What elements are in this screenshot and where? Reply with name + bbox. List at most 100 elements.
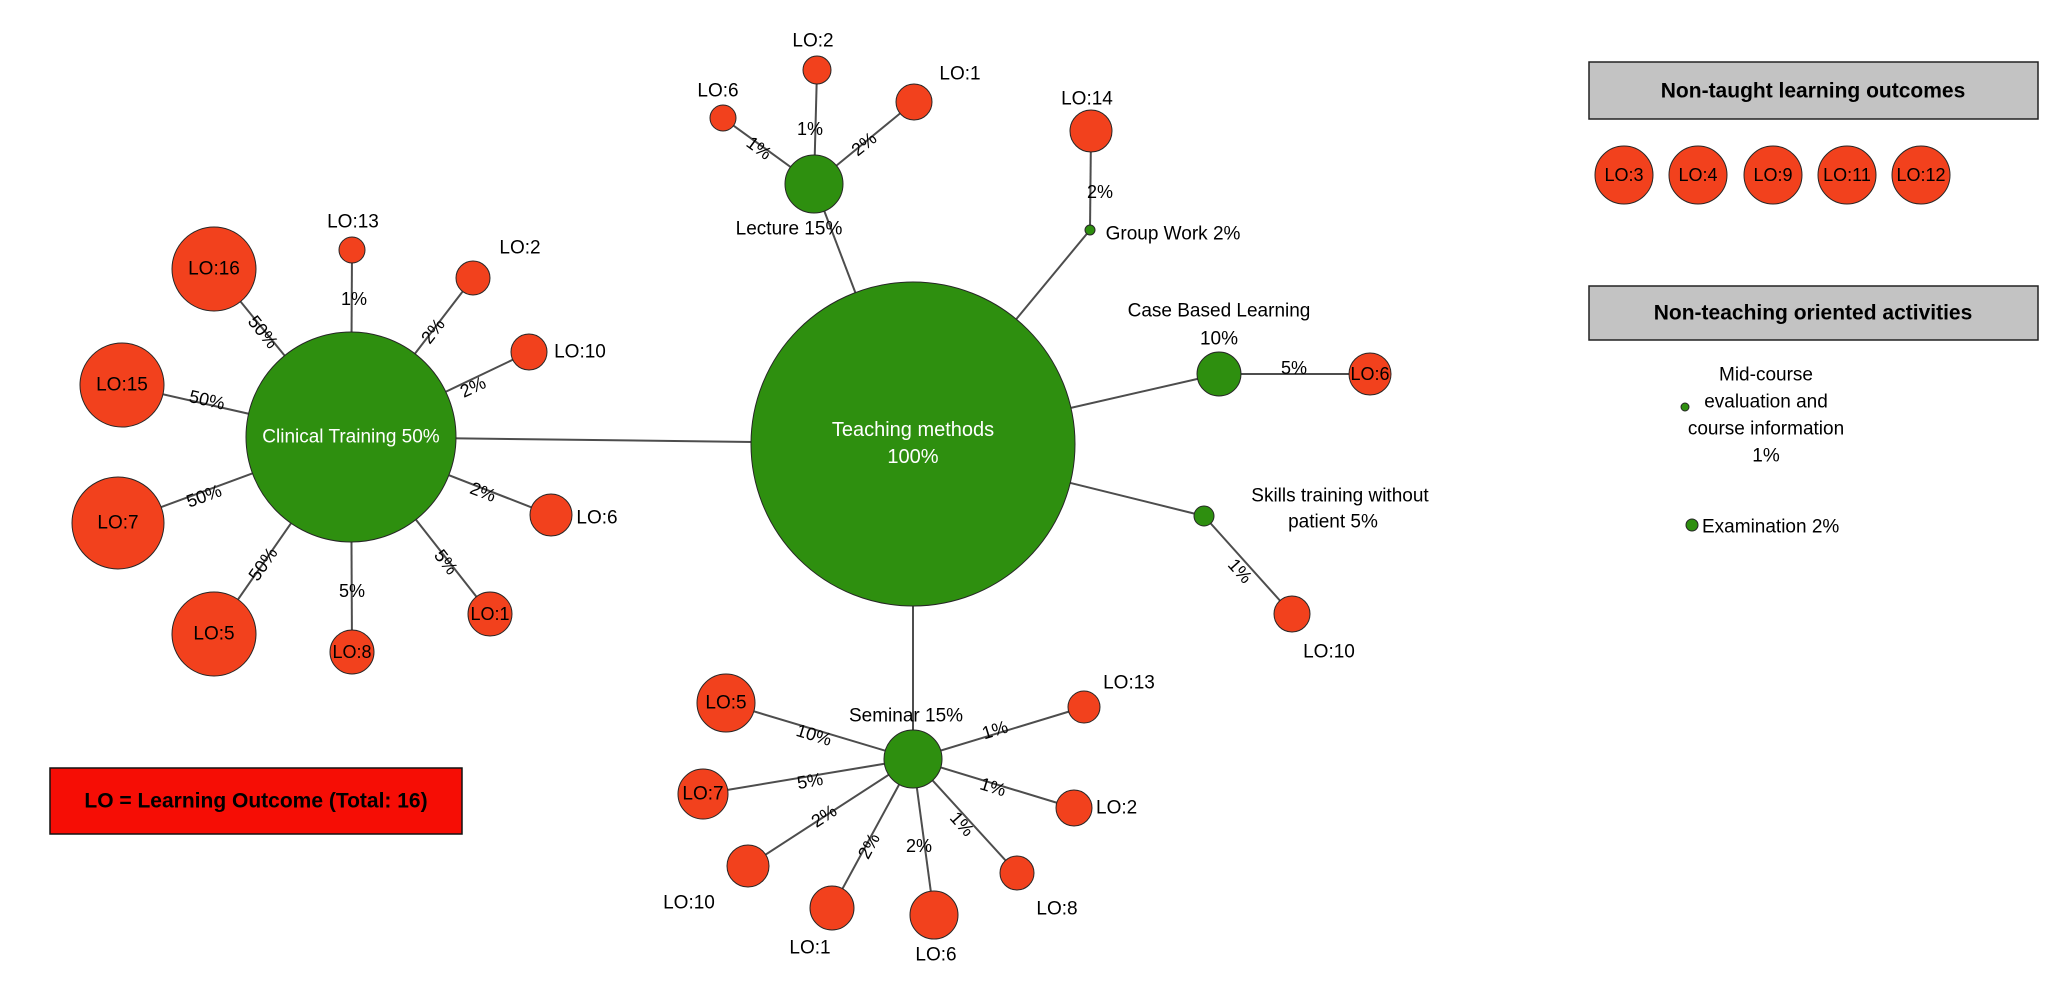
node-sk10 xyxy=(1273,595,1311,633)
node-s8 xyxy=(999,855,1035,891)
label-lo-10: LO:10 xyxy=(663,893,715,914)
node-s10 xyxy=(726,844,770,888)
label-2: 2% xyxy=(906,836,932,856)
label-2: 2% xyxy=(1087,182,1113,202)
label-lo-6: LO:6 xyxy=(576,508,617,529)
label-5: 5% xyxy=(1281,358,1307,378)
label-lo-6: LO:6 xyxy=(697,81,738,102)
label-1: 1% xyxy=(946,808,978,841)
node-s7 xyxy=(677,768,729,820)
node-s1 xyxy=(809,885,855,931)
node-s6 xyxy=(909,890,959,940)
node-p12 xyxy=(1891,145,1951,205)
label-lo-1: LO:1 xyxy=(939,64,980,85)
label-50: 50% xyxy=(187,386,227,414)
label-lo-15: LO:15 xyxy=(96,375,148,396)
label-50: 50% xyxy=(244,544,281,585)
label-5: 5% xyxy=(795,769,824,793)
label-examination-2: Examination 2% xyxy=(1702,517,1839,538)
node-p3 xyxy=(1594,145,1654,205)
label-lo-2: LO:2 xyxy=(1096,798,1137,819)
node-exam-dot xyxy=(1685,518,1699,532)
non-teaching-header-box xyxy=(1588,285,2039,341)
node-seminar xyxy=(883,729,943,789)
label-lo-2: LO:2 xyxy=(792,31,833,52)
node-teaching xyxy=(750,281,1076,607)
label-lecture-15: Lecture 15% xyxy=(736,219,843,240)
node-midcourse-dot xyxy=(1680,402,1690,412)
label-evaluation-and: evaluation and xyxy=(1704,392,1828,413)
label-course-information: course information xyxy=(1688,419,1844,440)
label-lo-4: LO:4 xyxy=(1678,165,1717,185)
label-lo-16: LO:16 xyxy=(188,259,240,280)
label-non-teaching-oriented-activities: Non-teaching oriented activities xyxy=(1654,302,1973,325)
node-cb6 xyxy=(1348,352,1392,396)
label-lo-13: LO:13 xyxy=(1103,673,1155,694)
label-lo-10: LO:10 xyxy=(554,342,606,363)
label-teaching-methods: Teaching methods xyxy=(832,419,994,441)
node-c16 xyxy=(171,226,257,312)
label-lo-7: LO:7 xyxy=(682,784,723,805)
node-s2 xyxy=(1055,789,1093,827)
label-lo-6: LO:6 xyxy=(1350,364,1389,384)
label-lo-14: LO:14 xyxy=(1061,89,1113,110)
label-mid-course: Mid-course xyxy=(1719,365,1813,386)
label-lo-12: LO:12 xyxy=(1896,165,1945,185)
label-lo-2: LO:2 xyxy=(499,238,540,259)
label-lo-13: LO:13 xyxy=(327,212,379,233)
label-skills-training-without: Skills training without xyxy=(1251,486,1429,507)
edge-seminar-s5 xyxy=(725,702,914,760)
node-lecture xyxy=(784,154,844,214)
node-c6 xyxy=(529,493,573,537)
label-lo-6: LO:6 xyxy=(915,945,956,966)
node-cbl xyxy=(1196,351,1242,397)
label-lo-1: LO:1 xyxy=(789,938,830,959)
label-lo-9: LO:9 xyxy=(1753,165,1792,185)
label-1: 1% xyxy=(978,774,1009,801)
label-case-based-learning: Case Based Learning xyxy=(1128,301,1311,322)
label-lo-learning-outcome-total-16: LO = Learning Outcome (Total: 16) xyxy=(84,790,427,813)
node-l1 xyxy=(895,83,933,121)
label-lo-8: LO:8 xyxy=(1036,899,1077,920)
node-clinical xyxy=(245,331,457,543)
node-c2 xyxy=(455,260,491,296)
node-c10 xyxy=(510,333,548,371)
label-10: 10% xyxy=(794,720,834,750)
label-1: 1% xyxy=(1224,555,1256,588)
label-lo-10: LO:10 xyxy=(1303,642,1355,663)
label-lo-11: LO:11 xyxy=(1823,165,1871,185)
label-100: 100% xyxy=(887,446,938,468)
label-1: 1% xyxy=(797,119,823,139)
node-l2 xyxy=(802,55,832,85)
label-patient-5: patient 5% xyxy=(1288,512,1378,533)
label-1: 1% xyxy=(980,717,1011,744)
label-1: 1% xyxy=(341,289,367,309)
lo-legend-box xyxy=(49,767,463,835)
node-c13 xyxy=(338,236,366,264)
label-50: 50% xyxy=(184,480,225,511)
label-2: 2% xyxy=(467,478,498,506)
node-p11 xyxy=(1817,145,1877,205)
node-lo14 xyxy=(1069,109,1113,153)
label-lo-3: LO:3 xyxy=(1604,165,1643,185)
label-1: 1% xyxy=(1752,446,1780,467)
label-lo-7: LO:7 xyxy=(97,513,138,534)
label-10: 10% xyxy=(1200,329,1238,350)
node-c15 xyxy=(79,342,165,428)
node-group xyxy=(1084,224,1096,236)
label-seminar-15: Seminar 15% xyxy=(849,706,963,727)
label-5: 5% xyxy=(339,581,365,601)
node-c8 xyxy=(329,629,375,675)
edge-seminar-s13 xyxy=(912,706,1085,760)
label-clinical-training-50: Clinical Training 50% xyxy=(262,427,440,448)
node-p4 xyxy=(1668,145,1728,205)
edge-skills-sk10 xyxy=(1203,515,1293,615)
node-c7 xyxy=(71,476,165,570)
non-taught-header-box xyxy=(1588,61,2039,120)
node-skills xyxy=(1193,505,1215,527)
label-lo-5: LO:5 xyxy=(193,624,234,645)
label-2: 2% xyxy=(457,372,489,401)
node-c1 xyxy=(467,591,513,637)
